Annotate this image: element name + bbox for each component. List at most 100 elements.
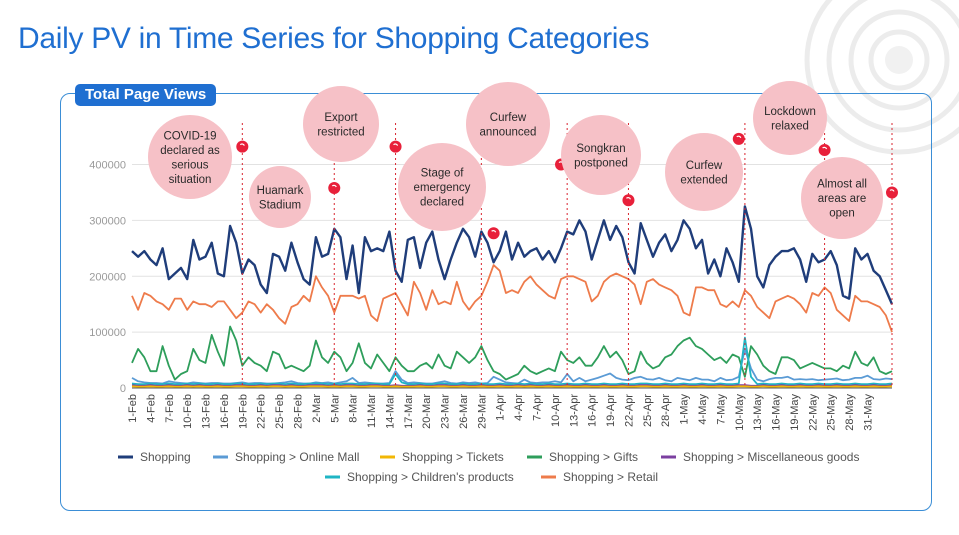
event-label: emergency [414, 182, 471, 194]
series-line-3 [131, 325, 893, 381]
event-marker [389, 140, 402, 153]
x-tick-label: 7-May [715, 394, 727, 425]
legend-label: Shopping > Gifts [549, 450, 638, 464]
slide-title: Daily PV in Time Series for Shopping Cat… [18, 22, 650, 55]
series-layer [131, 205, 894, 388]
x-tick-label: 25-May [826, 394, 838, 431]
x-tick-label: 16-Feb [219, 394, 231, 429]
y-tick-label: 100000 [89, 327, 126, 339]
event-bubble [665, 133, 743, 211]
event-label: Lockdown [764, 106, 816, 118]
event-label: Stage of [421, 168, 465, 180]
event-label: Huamark [257, 185, 304, 197]
x-tick-label: 7-Feb [164, 394, 176, 423]
x-tick-label: 5-Mar [329, 394, 341, 423]
event-marker [487, 227, 500, 240]
x-tick-label: 26-Mar [458, 394, 470, 429]
axis-layer: 0 100000 200000 300000 400000 1-Feb 4-Feb 7-Feb… [89, 160, 892, 431]
x-tick-label: 17-Mar [403, 394, 415, 429]
x-tick-label: 2-Mar [311, 394, 323, 423]
x-tick-label: 14-Mar [384, 394, 396, 429]
event-bubble [466, 82, 550, 166]
x-tick-label: 10-Feb [182, 394, 194, 429]
event-marker-highlight [626, 197, 632, 200]
event-marker-highlight [822, 146, 828, 150]
event-marker-highlight [239, 143, 245, 146]
x-tick-label: 19-Feb [237, 394, 249, 429]
x-tick-label: 1-Feb [127, 394, 139, 423]
event-marker [886, 186, 898, 199]
event-label: announced [480, 126, 537, 138]
event-marker [328, 181, 341, 194]
event-marker [622, 194, 635, 207]
event-label: areas are [818, 193, 867, 205]
event-label: Export [324, 112, 358, 124]
panel-tab-label: Total Page Views [75, 84, 217, 106]
x-tick-label: 4-Feb [145, 394, 157, 423]
legend-layer: Shopping Shopping > Online Mall Shopping >… [118, 450, 859, 484]
event-bubble [561, 115, 641, 195]
y-tick-label: 400000 [89, 160, 126, 172]
event-layer: COVID-19 declared as serious situation Huama… [148, 81, 898, 388]
event-bubble [148, 115, 232, 199]
x-tick-label: 29-Mar [476, 394, 488, 429]
x-tick-label: 20-Mar [421, 394, 433, 429]
event-label: extended [680, 174, 727, 186]
event-label: relaxed [771, 120, 809, 132]
background-flower-ornament [804, 0, 959, 155]
series-line-0 [131, 205, 894, 305]
x-tick-label: 10-May [734, 394, 746, 431]
x-tick-label: 10-Apr [550, 394, 562, 427]
x-tick-label: 19-May [789, 394, 801, 431]
x-tick-label: 1-Apr [495, 394, 507, 421]
event-marker-highlight [491, 230, 497, 233]
event-label: Curfew [686, 160, 723, 172]
event-marker-highlight [736, 135, 742, 139]
x-tick-label: 13-Feb [201, 394, 213, 429]
event-label: postponed [574, 157, 628, 169]
event-label: serious [171, 159, 208, 171]
x-tick-label: 19-Apr [605, 394, 617, 427]
x-tick-label: 28-Apr [660, 394, 672, 427]
event-label: Curfew [490, 112, 527, 124]
x-tick-label: 22-Feb [256, 394, 268, 429]
event-marker-highlight [889, 189, 895, 192]
event-marker [236, 140, 249, 153]
x-tick-label: 25-Apr [642, 394, 654, 427]
x-tick-label: 1-May [679, 394, 691, 425]
legend-label: Shopping > Online Mall [235, 450, 359, 464]
legend-label: Shopping > Children's products [347, 470, 514, 484]
legend-label: Shopping > Retail [563, 470, 658, 484]
y-tick-label: 200000 [89, 271, 126, 283]
x-tick-label: 22-Apr [623, 394, 635, 427]
y-tick-label: 0 [120, 383, 126, 395]
grid-layer [132, 164, 892, 389]
x-tick-label: 31-May [862, 394, 874, 431]
event-marker [732, 132, 745, 145]
x-tick-label: 13-May [752, 394, 764, 431]
event-label: situation [169, 174, 212, 186]
event-label: Stadium [259, 199, 301, 211]
x-tick-label: 25-Feb [274, 394, 286, 429]
event-bubble [398, 143, 486, 231]
series-line-6 [131, 264, 893, 333]
x-tick-label: 23-Mar [440, 394, 452, 429]
x-tick-label: 28-May [844, 394, 856, 431]
event-bubble [753, 81, 827, 155]
x-tick-label: 7-Apr [532, 394, 544, 421]
x-tick-label: 13-Apr [568, 394, 580, 427]
legend-label: Shopping > Miscellaneous goods [683, 450, 859, 464]
event-label: restricted [317, 126, 364, 138]
event-label: Almost all [817, 179, 867, 191]
event-label: open [829, 208, 855, 220]
event-label: Songkran [576, 143, 625, 155]
event-bubble [303, 86, 379, 162]
legend-label: Shopping [140, 450, 191, 464]
x-tick-label: 16-May [771, 394, 783, 431]
event-label: declared [420, 197, 464, 209]
event-marker [818, 143, 831, 156]
x-tick-label: 11-Mar [366, 394, 378, 428]
x-tick-label: 8-Mar [348, 394, 360, 423]
event-marker-highlight [331, 184, 337, 188]
x-tick-label: 16-Apr [587, 394, 599, 427]
